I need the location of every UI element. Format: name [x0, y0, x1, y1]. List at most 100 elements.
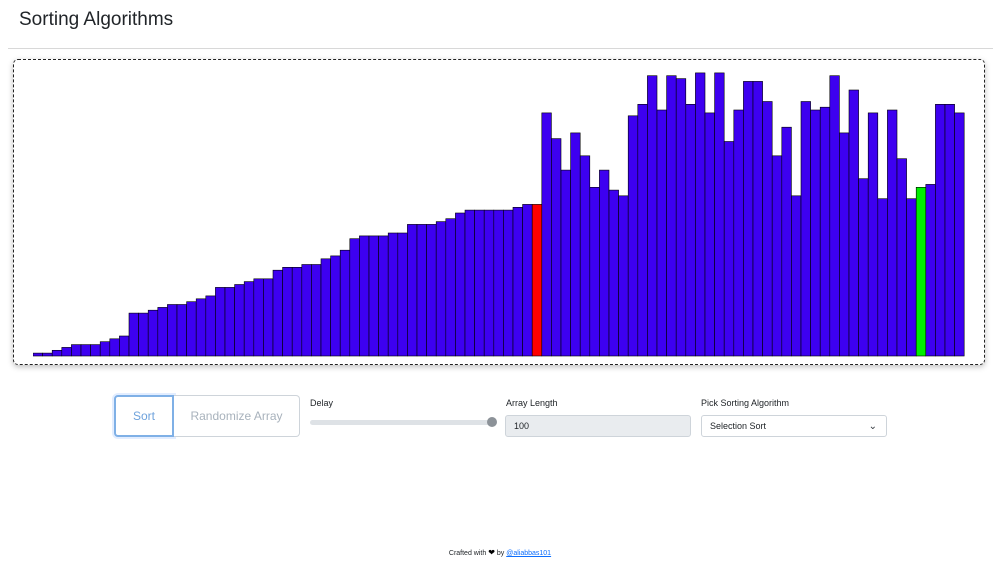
array-bar [810, 109, 821, 357]
array-bar [867, 112, 879, 357]
footer-prefix: Crafted with [448, 550, 487, 557]
delay-slider-thumb[interactable] [487, 417, 497, 427]
array-bar [848, 89, 859, 357]
array-bar [627, 115, 639, 357]
array-bar [723, 141, 735, 357]
array-bar [167, 304, 178, 357]
footer-by: by [496, 550, 505, 557]
array-bar [368, 235, 379, 357]
array-bar [637, 103, 648, 357]
sort-button[interactable]: Sort [114, 395, 174, 437]
algorithm-select[interactable]: Selection Sort ⌄ [701, 415, 887, 437]
array-bar [906, 198, 917, 357]
array-bar [320, 258, 331, 357]
array-bar [128, 312, 139, 357]
heart-icon: ❤ [488, 548, 495, 557]
array-bar [272, 269, 283, 357]
array-bar [608, 189, 619, 357]
array-bar [944, 103, 955, 357]
array-bar [195, 298, 207, 357]
array-bar [407, 224, 418, 357]
algorithm-label: Pick Sorting Algorithm [701, 398, 790, 408]
array-bar [829, 75, 840, 357]
array-bar [349, 238, 360, 357]
array-bar [42, 352, 53, 357]
array-bar [647, 75, 658, 357]
array-bar [579, 155, 591, 357]
array-bar [71, 344, 82, 357]
delay-label: Delay [310, 398, 334, 408]
array-bar [109, 338, 120, 357]
array-bar [253, 278, 264, 357]
array-bar [954, 112, 965, 357]
array-bar [311, 264, 322, 357]
array-bar [119, 335, 130, 357]
array-bar [656, 109, 667, 357]
array-bar [147, 309, 159, 357]
array-bar [695, 72, 706, 357]
array-bar [551, 138, 562, 357]
array-bar [896, 158, 907, 357]
delay-slider-track[interactable] [310, 420, 492, 425]
array-bar [416, 224, 427, 357]
array-bar [704, 112, 715, 357]
array-bar [589, 187, 600, 357]
author-link[interactable]: @aliabbas101 [506, 550, 552, 557]
array-length-input[interactable] [505, 415, 691, 437]
array-bar [215, 287, 226, 357]
array-bar [301, 264, 312, 357]
array-bar [771, 155, 783, 357]
array-bar [762, 101, 773, 357]
array-bar [80, 344, 91, 357]
array-bar [157, 307, 168, 357]
array-bar [560, 169, 571, 357]
randomize-array-button[interactable]: Randomize Array [174, 395, 300, 437]
array-bar [51, 349, 63, 357]
array-bar [752, 81, 763, 357]
array-length-label: Array Length [506, 398, 558, 408]
array-bar [359, 235, 370, 357]
array-bar [781, 126, 792, 357]
array-bar [455, 212, 466, 357]
array-bar [33, 352, 43, 357]
array-bar [714, 72, 725, 357]
array-bar [464, 209, 475, 357]
array-bar [541, 112, 552, 357]
array-bar [503, 209, 514, 357]
array-bar [839, 132, 850, 357]
array-bar [243, 281, 255, 357]
array-bar [570, 132, 581, 357]
array-bar [800, 101, 811, 357]
array-bar [224, 287, 235, 357]
delay-slider[interactable] [310, 416, 497, 428]
array-bar [915, 187, 927, 357]
array-bar [426, 224, 437, 357]
array-bar [935, 103, 946, 357]
action-button-group: Sort Randomize Array [114, 395, 300, 437]
array-bar [445, 218, 456, 357]
array-bar [263, 278, 274, 357]
array-bar [512, 207, 523, 357]
bars-panel [13, 59, 985, 365]
array-bar [397, 232, 408, 357]
array-bar [378, 235, 389, 357]
array-bar [522, 204, 533, 357]
array-bar [493, 209, 504, 357]
array-bar [531, 204, 543, 357]
array-bar [138, 312, 149, 357]
array-bar [186, 301, 197, 357]
algorithm-selected-value: Selection Sort [710, 421, 767, 431]
array-bar [791, 195, 802, 357]
array-bar [234, 284, 245, 357]
array-bar [685, 103, 696, 357]
array-bar [282, 267, 293, 357]
array-bar [618, 195, 629, 357]
page-title: Sorting Algorithms [19, 9, 174, 30]
array-bar [743, 81, 754, 357]
array-bar [339, 249, 351, 357]
chevron-down-icon: ⌄ [868, 421, 877, 432]
title-divider [8, 48, 993, 49]
array-bar [90, 344, 101, 357]
array-bar [474, 209, 485, 357]
array-bar [925, 184, 936, 357]
